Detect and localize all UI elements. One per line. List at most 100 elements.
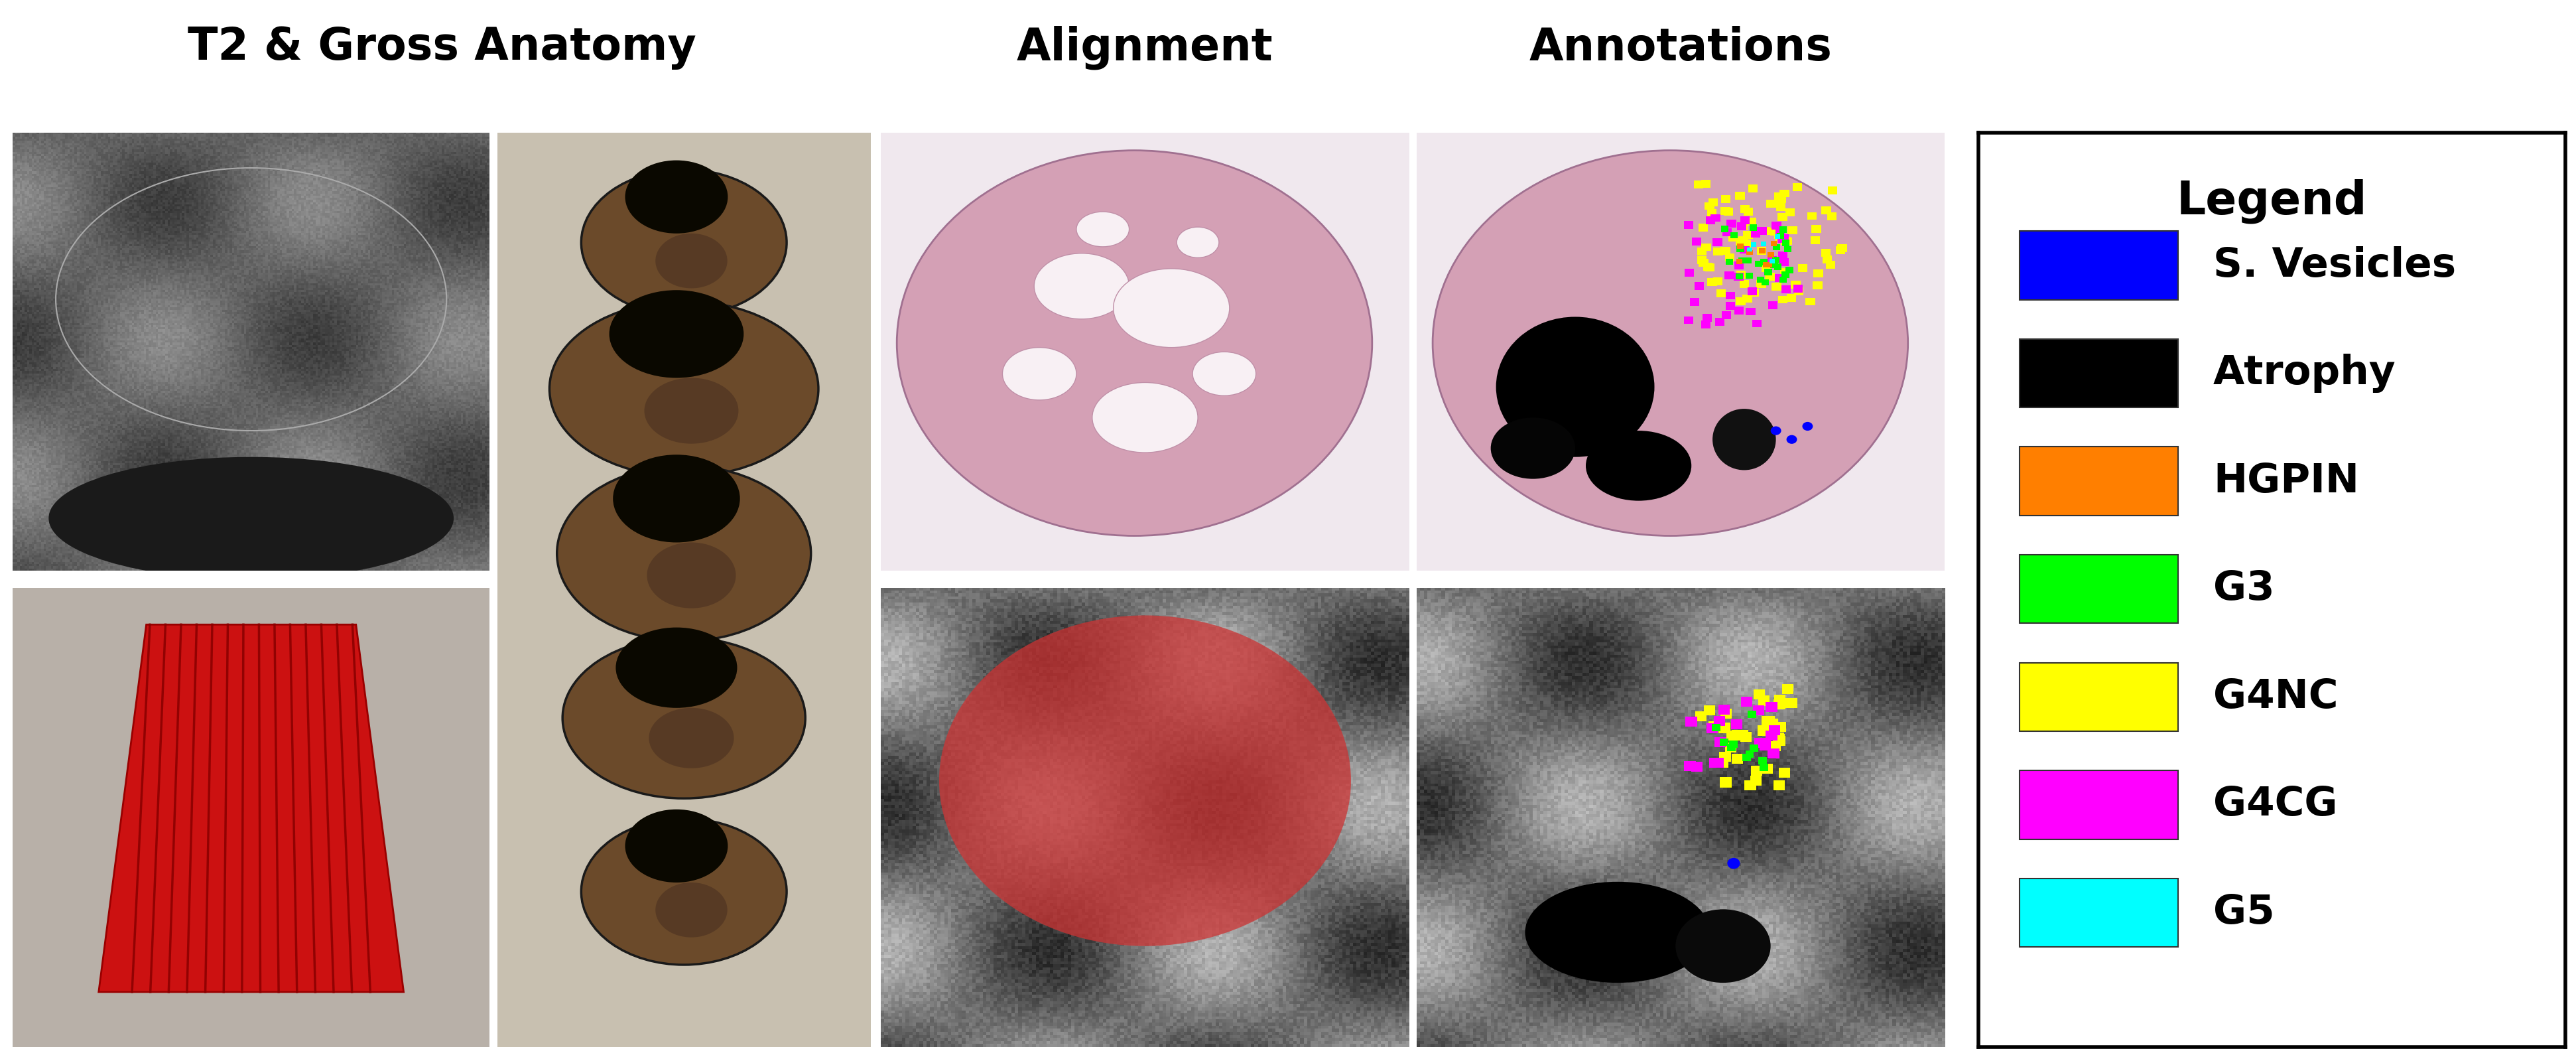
Bar: [1698, 258, 1708, 267]
Bar: [1767, 301, 1777, 309]
Bar: [1775, 231, 1783, 239]
Ellipse shape: [549, 301, 819, 476]
Bar: [1747, 287, 1757, 296]
Bar: [1780, 258, 1788, 267]
Bar: [1765, 272, 1775, 281]
Bar: [1700, 320, 1710, 328]
Bar: [1685, 716, 1698, 726]
Text: Legend: Legend: [2177, 179, 2367, 223]
Bar: [1762, 764, 1772, 774]
Bar: [1721, 247, 1731, 254]
Bar: [1747, 710, 1757, 718]
Bar: [1721, 207, 1731, 215]
Bar: [1749, 224, 1757, 231]
Bar: [1762, 226, 1770, 235]
Bar: [1726, 271, 1734, 280]
Bar: [1726, 302, 1736, 310]
Bar: [1685, 221, 1692, 229]
Bar: [1785, 698, 1798, 708]
Bar: [1736, 191, 1744, 200]
Bar: [1762, 716, 1772, 726]
Bar: [1752, 320, 1762, 327]
Bar: [1762, 261, 1770, 267]
Bar: [1716, 318, 1726, 325]
Bar: [1780, 189, 1790, 198]
Bar: [1721, 777, 1731, 788]
Bar: [1731, 232, 1739, 238]
Bar: [1744, 780, 1757, 791]
Ellipse shape: [1713, 409, 1775, 470]
Circle shape: [1788, 435, 1798, 444]
Bar: [1736, 297, 1747, 305]
Ellipse shape: [654, 882, 726, 938]
Bar: [1726, 253, 1734, 261]
Ellipse shape: [1432, 150, 1909, 536]
Bar: [1713, 248, 1723, 255]
Bar: [1793, 287, 1803, 296]
Bar: [1777, 214, 1788, 221]
Bar: [1739, 257, 1747, 264]
Bar: [1713, 277, 1723, 286]
Bar: [1718, 723, 1731, 733]
Bar: [1728, 234, 1739, 241]
Ellipse shape: [654, 234, 726, 288]
Bar: [1705, 202, 1713, 210]
Bar: [1777, 233, 1785, 239]
Bar: [1772, 244, 1780, 251]
Bar: [1821, 255, 1832, 264]
Bar: [1780, 234, 1788, 242]
Bar: [1747, 218, 1757, 225]
Bar: [1698, 223, 1708, 232]
Ellipse shape: [1077, 212, 1128, 247]
Bar: [1695, 711, 1708, 722]
Bar: [1780, 226, 1788, 233]
Bar: [1692, 237, 1700, 246]
Bar: [1757, 695, 1770, 706]
Bar: [1767, 748, 1780, 759]
Bar: [1826, 261, 1834, 269]
Bar: [1777, 196, 1785, 203]
Ellipse shape: [613, 455, 739, 542]
Bar: [1775, 264, 1783, 270]
Bar: [1762, 280, 1770, 286]
Polygon shape: [98, 625, 404, 992]
Bar: [1772, 256, 1780, 263]
Bar: [1739, 236, 1749, 244]
Bar: [1814, 269, 1824, 277]
Bar: [1777, 767, 1790, 778]
Bar: [1759, 248, 1765, 253]
Bar: [1770, 258, 1775, 264]
Bar: [2020, 339, 2179, 407]
Bar: [1759, 259, 1767, 265]
Bar: [1690, 761, 1703, 772]
Bar: [1770, 741, 1780, 752]
Bar: [1752, 705, 1765, 715]
Bar: [1749, 776, 1762, 786]
Bar: [1767, 719, 1777, 729]
Bar: [1775, 192, 1785, 201]
Bar: [1783, 237, 1793, 246]
Bar: [1739, 246, 1749, 254]
Bar: [1829, 187, 1837, 195]
Ellipse shape: [49, 457, 453, 579]
Text: T2 & Gross Anatomy: T2 & Gross Anatomy: [188, 26, 696, 70]
Bar: [1705, 264, 1713, 271]
Bar: [1777, 235, 1788, 242]
Bar: [1783, 285, 1790, 293]
Bar: [1734, 261, 1744, 269]
Bar: [1736, 243, 1744, 249]
Bar: [1770, 227, 1780, 236]
Bar: [1798, 265, 1808, 272]
Ellipse shape: [1497, 317, 1654, 457]
Bar: [1734, 273, 1744, 281]
Bar: [1708, 199, 1718, 206]
Circle shape: [1770, 426, 1780, 435]
Text: G3: G3: [2213, 570, 2275, 609]
Circle shape: [1728, 858, 1739, 868]
Bar: [1726, 220, 1736, 227]
Bar: [1716, 737, 1726, 747]
Bar: [1772, 732, 1785, 742]
Bar: [1698, 248, 1708, 255]
Bar: [1741, 754, 1752, 761]
Bar: [1718, 752, 1731, 762]
